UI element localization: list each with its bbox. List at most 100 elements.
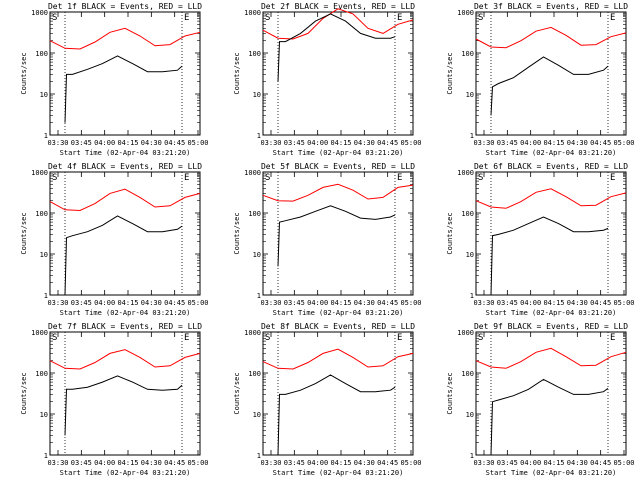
chart-title: Det 2f BLACK = Events, RED = LLD: [261, 2, 415, 11]
plot-frame: [49, 171, 201, 296]
start-marker: S: [265, 173, 270, 183]
y-tick-label: 10: [40, 251, 48, 259]
events-series-line: [490, 216, 609, 296]
detector-chart-1: Det 1f BLACK = Events, RED = LLD S E 1 10 100…: [20, 2, 209, 157]
x-tick-label: 04:30: [354, 139, 375, 147]
y-tick-label: 100: [35, 370, 48, 378]
end-marker: E: [610, 333, 615, 343]
y-axis-label: Counts/sec: [20, 372, 28, 414]
plot-frame: [475, 171, 627, 296]
y-tick-label: 10: [466, 251, 474, 259]
x-tick-label: 04:15: [330, 459, 351, 467]
x-tick-label: 05:00: [613, 299, 634, 307]
lld-series-line: [49, 188, 201, 212]
y-tick-label: 1000: [244, 329, 261, 337]
lld-series-line: [49, 349, 201, 370]
x-tick-label: 04:30: [141, 139, 162, 147]
lld-series-line: [262, 348, 414, 370]
x-tick-label: 03:30: [260, 299, 281, 307]
y-tick-label: 1: [470, 452, 474, 460]
plot-frame: [475, 331, 627, 456]
chart-title: Det 1f BLACK = Events, RED = LLD: [48, 2, 202, 11]
detector-chart-3: Det 3f BLACK = Events, RED = LLD S E 1 10 100…: [446, 2, 635, 157]
y-tick-label: 1: [257, 452, 261, 460]
end-marker: E: [184, 333, 189, 343]
y-tick-label: 1: [257, 292, 261, 300]
x-tick-label: 04:30: [354, 299, 375, 307]
x-tick-label: 04:45: [164, 139, 185, 147]
y-tick-label: 100: [461, 210, 474, 218]
x-tick-label: 04:15: [117, 139, 138, 147]
plot-frame: [262, 11, 414, 136]
y-tick-label: 100: [35, 50, 48, 58]
detector-chart-7: Det 7f BLACK = Events, RED = LLD S E 1 10 100…: [20, 322, 209, 477]
plot-frame: [262, 331, 414, 456]
detector-chart-6: Det 6f BLACK = Events, RED = LLD S E 1 10 100…: [446, 162, 635, 317]
y-axis-label: Counts/sec: [446, 52, 454, 94]
x-tick-label: 03:30: [260, 139, 281, 147]
x-tick-label: 03:30: [47, 299, 68, 307]
lld-series-line: [475, 188, 627, 209]
start-marker: S: [52, 173, 57, 183]
chart-title: Det 4f BLACK = Events, RED = LLD: [48, 162, 202, 171]
chart-title: Det 7f BLACK = Events, RED = LLD: [48, 322, 202, 331]
x-tick-label: 04:15: [543, 299, 564, 307]
y-tick-label: 100: [248, 210, 261, 218]
y-tick-label: 100: [248, 370, 261, 378]
x-axis-label: Start Time (02-Apr-04 03:21:20): [60, 469, 191, 477]
chart-title: Det 9f BLACK = Events, RED = LLD: [474, 322, 628, 331]
plot-frame: [475, 11, 627, 136]
y-tick-label: 100: [248, 50, 261, 58]
y-tick-label: 1000: [31, 9, 48, 17]
y-tick-label: 10: [466, 91, 474, 99]
lld-series-line: [475, 347, 627, 369]
x-tick-label: 03:45: [497, 299, 518, 307]
end-marker: E: [184, 173, 189, 183]
events-series-line: [64, 55, 183, 123]
x-tick-label: 04:45: [377, 299, 398, 307]
x-axis-label: Start Time (02-Apr-04 03:21:20): [486, 309, 617, 317]
events-series-line: [64, 215, 183, 296]
x-tick-label: 04:30: [567, 299, 588, 307]
x-tick-label: 04:45: [590, 139, 611, 147]
y-tick-label: 1: [44, 292, 48, 300]
x-tick-label: 05:00: [400, 139, 421, 147]
x-axis-label: Start Time (02-Apr-04 03:21:20): [486, 469, 617, 477]
x-tick-label: 04:00: [94, 139, 115, 147]
x-tick-label: 03:30: [47, 139, 68, 147]
lld-series-line: [49, 27, 201, 50]
x-tick-label: 04:00: [94, 459, 115, 467]
x-tick-label: 04:30: [141, 459, 162, 467]
y-tick-label: 10: [466, 411, 474, 419]
x-tick-label: 03:30: [473, 459, 494, 467]
x-tick-label: 03:45: [71, 299, 92, 307]
events-series-line: [277, 13, 396, 82]
chart-title: Det 5f BLACK = Events, RED = LLD: [261, 162, 415, 171]
x-tick-label: 03:45: [71, 459, 92, 467]
x-tick-label: 04:00: [520, 299, 541, 307]
x-tick-label: 03:45: [284, 139, 305, 147]
x-tick-label: 04:30: [567, 459, 588, 467]
x-tick-label: 03:45: [71, 139, 92, 147]
x-tick-label: 03:30: [473, 139, 494, 147]
x-tick-label: 04:15: [543, 139, 564, 147]
detector-chart-9: Det 9f BLACK = Events, RED = LLD S E 1 10 100…: [446, 322, 635, 477]
x-tick-label: 03:30: [473, 299, 494, 307]
events-series-line: [64, 375, 183, 436]
y-tick-label: 10: [253, 251, 261, 259]
y-tick-label: 100: [35, 210, 48, 218]
y-axis-label: Counts/sec: [233, 372, 241, 414]
x-tick-label: 05:00: [400, 459, 421, 467]
y-tick-label: 1000: [244, 9, 261, 17]
x-tick-label: 04:30: [354, 459, 375, 467]
x-tick-label: 05:00: [187, 139, 208, 147]
start-marker: S: [478, 173, 483, 183]
lld-series-line: [475, 26, 627, 49]
end-marker: E: [610, 173, 615, 183]
end-marker: E: [397, 13, 402, 23]
y-tick-label: 1000: [457, 9, 474, 17]
end-marker: E: [610, 13, 615, 23]
start-marker: S: [52, 13, 57, 23]
x-tick-label: 04:30: [141, 299, 162, 307]
x-tick-label: 03:30: [260, 459, 281, 467]
